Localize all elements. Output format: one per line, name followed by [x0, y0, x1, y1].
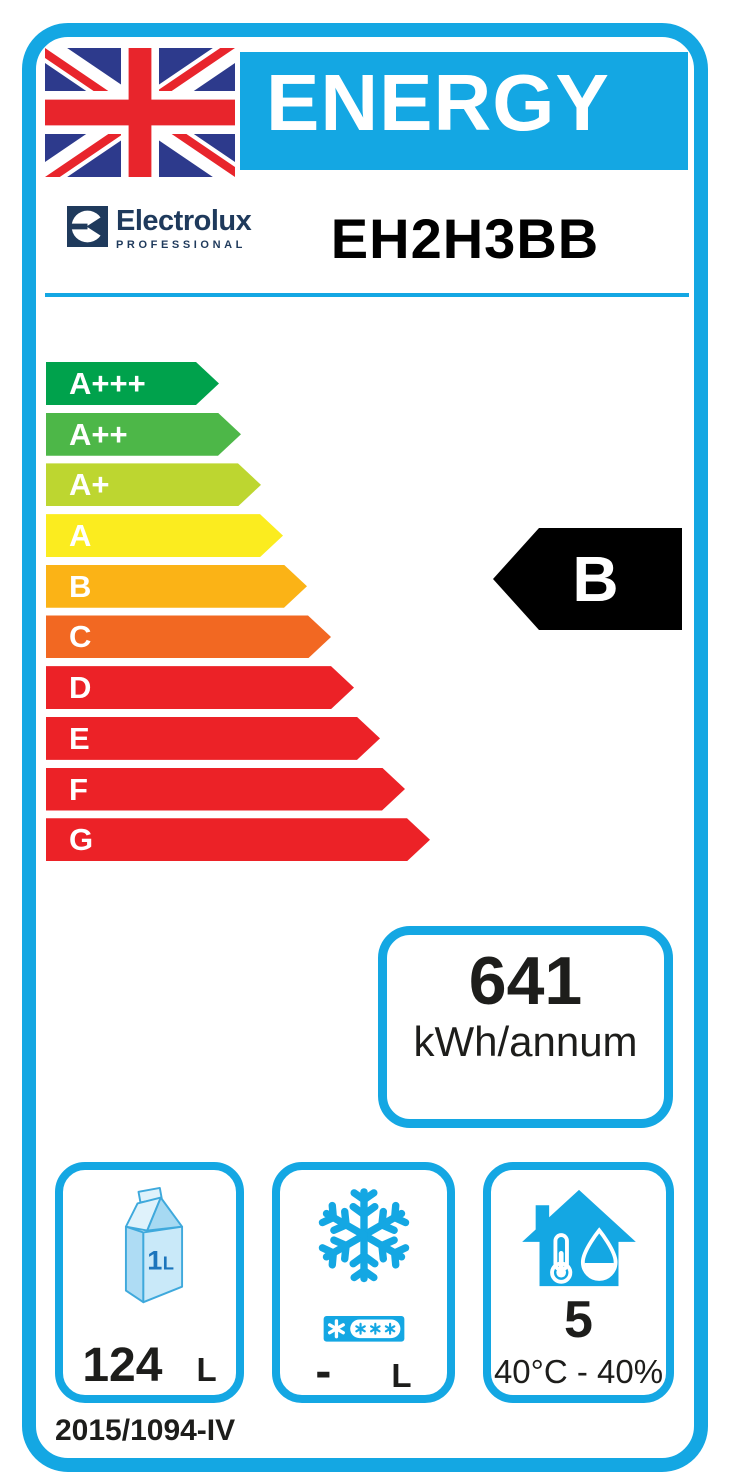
rating-grade-arrow: B [46, 565, 307, 608]
rating-grade-arrow: D [46, 666, 354, 709]
rating-grade-label: A++ [69, 416, 128, 452]
frozen-volume-unit: L [391, 1357, 412, 1394]
fresh-volume-unit: L [196, 1351, 217, 1388]
rating-grade-label: C [69, 619, 92, 655]
frozen-volume-row: - L [315, 1345, 412, 1398]
brand-logo: Electrolux PROFESSIONAL [67, 205, 252, 252]
carton-volume-value: 1 [147, 1244, 162, 1275]
house-climate-icon [521, 1189, 636, 1287]
uk-flag-icon [45, 48, 235, 177]
header-separator [45, 293, 689, 297]
consumption-box: 641 kWh/annum [378, 926, 673, 1128]
rating-grade-label: A+++ [69, 366, 146, 401]
frozen-volume-box: - L [272, 1162, 455, 1403]
rating-grade-arrow: G [46, 818, 430, 861]
snowflake-icon [314, 1188, 414, 1284]
regulation-reference: 2015/1094-IV [55, 1414, 236, 1447]
brand-words: Electrolux PROFESSIONAL [116, 205, 252, 252]
rating-grade-arrow: F [46, 768, 405, 811]
energy-title: ENERGY [266, 58, 610, 147]
brand-name: Electrolux [116, 205, 252, 237]
climate-class-value: 5 [564, 1291, 593, 1349]
climate-class-box: 5 40°C - 40% [483, 1162, 674, 1403]
carton-volume-unit: L [162, 1252, 173, 1273]
rating-grade-arrow: E [46, 717, 380, 760]
four-star-freezer-icon [323, 1316, 404, 1342]
fresh-volume-row: 124 L [82, 1339, 217, 1392]
milk-carton-icon: 1 L [124, 1186, 183, 1304]
rating-grade-arrow: A+ [46, 463, 261, 506]
rating-grade-label: F [69, 771, 88, 807]
climate-condition: 40°C - 40% [493, 1353, 664, 1390]
electrolux-logo-icon [67, 206, 108, 247]
rating-grade-arrow: A [46, 514, 283, 557]
rating-pointer: B [493, 528, 682, 630]
brand-subtitle: PROFESSIONAL [116, 239, 246, 251]
rating-grade-label: G [69, 822, 94, 858]
rating-grade-arrow: A+++ [46, 362, 219, 405]
rating-pointer-grade: B [572, 543, 619, 615]
rating-grade-label: E [69, 720, 90, 756]
label-border [22, 23, 708, 1472]
energy-banner: ENERGY [240, 52, 688, 170]
fresh-volume-value: 124 [82, 1339, 163, 1392]
model-number: EH2H3BB [330, 207, 600, 270]
rating-grade-label: A+ [69, 467, 110, 503]
rating-grade-arrow: A++ [46, 413, 241, 456]
rating-grade-arrow: C [46, 615, 331, 658]
consumption-value: 641 [468, 943, 583, 1019]
rating-scale: A+++ A++ A+ A B C D E F G [46, 362, 430, 869]
rating-grade-label: B [69, 568, 92, 604]
rating-grade-label: A [69, 518, 92, 554]
fresh-volume-box: 1 L 124 L [55, 1162, 244, 1403]
frozen-volume-value: - [315, 1345, 332, 1398]
consumption-unit: kWh/annum [413, 1018, 638, 1065]
rating-grade-label: D [69, 670, 92, 706]
